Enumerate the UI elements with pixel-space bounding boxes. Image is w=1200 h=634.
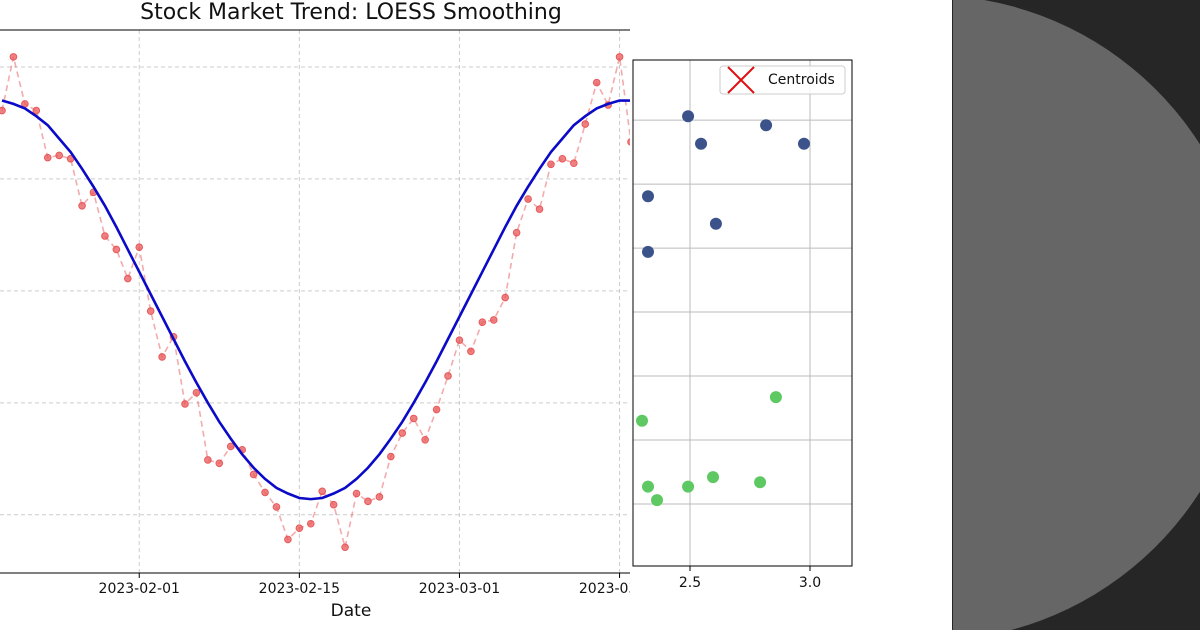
point: [364, 497, 372, 506]
point: [421, 435, 429, 444]
point: [524, 195, 532, 203]
point: [261, 488, 269, 497]
point: [318, 487, 327, 496]
point: [478, 318, 487, 327]
point: [32, 106, 41, 115]
point: [432, 405, 441, 414]
point: [215, 459, 224, 468]
point: [329, 500, 338, 509]
point: [592, 78, 601, 87]
point: [489, 316, 498, 324]
point: [512, 228, 521, 237]
point: [651, 494, 663, 507]
point: [570, 159, 578, 168]
point: [192, 388, 201, 397]
legend-label: Centroids: [768, 72, 835, 88]
legend-marker: [727, 66, 755, 94]
point: [535, 205, 544, 213]
point: [769, 391, 782, 404]
point: [181, 400, 189, 408]
point: [101, 232, 109, 240]
point: [78, 201, 86, 210]
point: [295, 524, 304, 533]
chart-title: Stock Market Trend: LOESS Smoothing: [140, 0, 562, 25]
point: [55, 151, 63, 160]
x-tick-label: 3.0: [799, 575, 821, 591]
point: [615, 53, 624, 61]
point: [627, 138, 630, 146]
point: [204, 456, 212, 464]
axes-frame: [632, 59, 853, 567]
point: [695, 137, 708, 150]
point: [112, 245, 121, 254]
point: [375, 493, 384, 501]
smooth-line: [1, 99, 630, 501]
point: [760, 119, 773, 132]
point: [682, 110, 695, 123]
point: [43, 153, 52, 162]
gray-disc: [953, 0, 1200, 634]
point: [467, 347, 475, 356]
point: [501, 293, 510, 302]
point: [709, 217, 722, 230]
point: [642, 480, 654, 493]
point: [284, 535, 292, 544]
scatter-window: [630, 0, 952, 630]
line-chart-window: 2023-02-01 2023-02-15 2023-03-01 2023-03-15…: [0, 0, 660, 621]
point: [444, 372, 452, 380]
point: [226, 442, 235, 451]
point: [581, 120, 590, 128]
point: [642, 245, 654, 258]
point: [409, 414, 418, 423]
point: [398, 429, 407, 437]
point: [135, 243, 144, 251]
point: [754, 476, 767, 489]
point: [636, 414, 648, 427]
point: [249, 470, 258, 479]
x-tick-label: 2023-02-15: [259, 581, 340, 597]
legend: [719, 65, 846, 95]
point: [0, 106, 6, 115]
x-tick-label: 2.5: [679, 575, 701, 591]
point: [798, 137, 810, 150]
point: [682, 480, 695, 493]
point: [146, 307, 155, 315]
point: [352, 489, 361, 498]
point: [707, 471, 720, 484]
scatter-chart-window: 2.5 3.0 Centroids: [632, 59, 853, 591]
point: [558, 154, 567, 163]
point: [9, 53, 18, 61]
point: [306, 519, 315, 528]
point: [455, 336, 464, 344]
point: [272, 503, 281, 511]
point: [642, 190, 654, 203]
point: [341, 543, 349, 552]
point: [124, 274, 132, 283]
x-axis-label: Date: [331, 601, 372, 621]
x-tick-label: 2023-03-01: [419, 581, 500, 597]
point: [387, 452, 395, 461]
point: [158, 353, 166, 361]
x-tick-label: 2023-02-01: [99, 581, 180, 597]
point: [547, 160, 555, 169]
plot-area: [0, 30, 630, 573]
